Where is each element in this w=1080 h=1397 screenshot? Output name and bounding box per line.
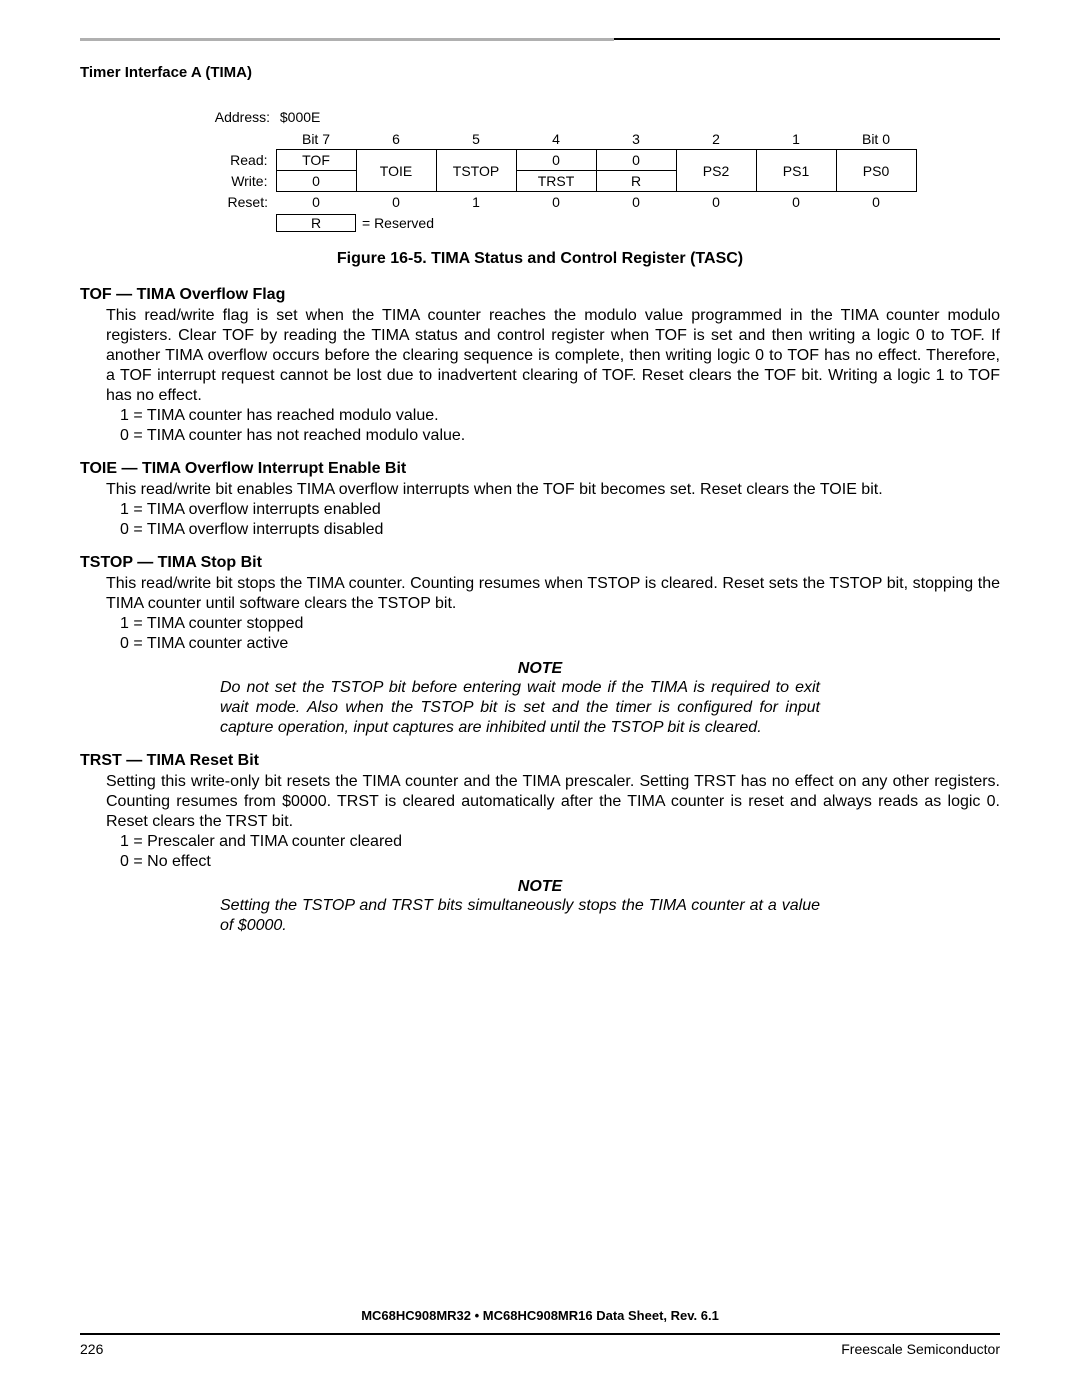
- address-value: $000E: [280, 109, 320, 125]
- read-row: Read: TOF TOIE TSTOP 0 0 PS2 PS1 PS0: [200, 150, 916, 171]
- footer-doc-line: MC68HC908MR32 • MC68HC908MR16 Data Sheet…: [80, 1308, 1000, 1323]
- reset-row: Reset: 0 0 1 0 0 0 0 0: [200, 192, 916, 213]
- field-tof: TOF — TIMA Overflow Flag This read/write…: [80, 286, 1000, 446]
- reserved-legend: R = Reserved: [200, 212, 916, 234]
- enum-0: 0 = TIMA counter active: [120, 634, 1000, 654]
- field-desc: This read/write bit stops the TIMA count…: [106, 574, 1000, 614]
- section-title: Timer Interface A (TIMA): [80, 64, 1000, 81]
- enum-1: 1 = TIMA counter stopped: [120, 614, 1000, 634]
- page-footer: MC68HC908MR32 • MC68HC908MR16 Data Sheet…: [80, 1308, 1000, 1357]
- field-title: TRST — TIMA Reset Bit: [80, 752, 1000, 770]
- field-title: TOIE — TIMA Overflow Interrupt Enable Bi…: [80, 460, 1000, 478]
- note-body: Do not set the TSTOP bit before entering…: [220, 678, 820, 738]
- note-heading: NOTE: [80, 660, 1000, 678]
- field-desc: This read/write bit enables TIMA overflo…: [106, 480, 1000, 500]
- field-title: TOF — TIMA Overflow Flag: [80, 286, 1000, 304]
- field-toie: TOIE — TIMA Overflow Interrupt Enable Bi…: [80, 460, 1000, 540]
- enum-1: 1 = TIMA counter has reached modulo valu…: [120, 406, 1000, 426]
- field-desc: This read/write flag is set when the TIM…: [106, 306, 1000, 406]
- footer-company: Freescale Semiconductor: [841, 1341, 1000, 1357]
- enum-1: 1 = TIMA overflow interrupts enabled: [120, 500, 1000, 520]
- bit-header-row: Bit 7 6 5 4 3 2 1 Bit 0: [200, 129, 916, 150]
- field-desc: Setting this write-only bit resets the T…: [106, 772, 1000, 832]
- enum-0: 0 = TIMA overflow interrupts disabled: [120, 520, 1000, 540]
- note-body: Setting the TSTOP and TRST bits simultan…: [220, 896, 820, 936]
- footer-page-num: 226: [80, 1341, 103, 1357]
- field-tstop: TSTOP — TIMA Stop Bit This read/write bi…: [80, 554, 1000, 738]
- enum-0: 0 = TIMA counter has not reached modulo …: [120, 426, 1000, 446]
- register-diagram: Address: $000E Bit 7 6 5 4 3 2 1 Bit 0 R…: [200, 109, 1000, 234]
- figure-caption: Figure 16-5. TIMA Status and Control Reg…: [80, 250, 1000, 268]
- note-heading: NOTE: [80, 878, 1000, 896]
- address-label: Address:: [200, 109, 270, 125]
- enum-0: 0 = No effect: [120, 852, 1000, 872]
- header-rule: [80, 38, 1000, 46]
- field-title: TSTOP — TIMA Stop Bit: [80, 554, 1000, 572]
- field-trst: TRST — TIMA Reset Bit Setting this write…: [80, 752, 1000, 936]
- enum-1: 1 = Prescaler and TIMA counter cleared: [120, 832, 1000, 852]
